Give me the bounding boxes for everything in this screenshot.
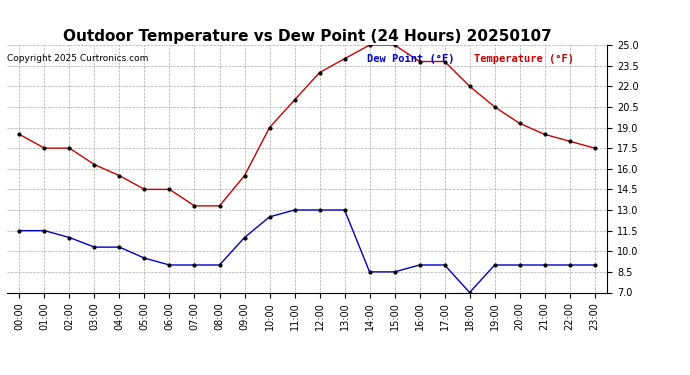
Title: Outdoor Temperature vs Dew Point (24 Hours) 20250107: Outdoor Temperature vs Dew Point (24 Hou… xyxy=(63,29,551,44)
Text: Temperature (°F): Temperature (°F) xyxy=(474,54,574,64)
Text: Dew Point (°F): Dew Point (°F) xyxy=(367,54,455,64)
Text: Copyright 2025 Curtronics.com: Copyright 2025 Curtronics.com xyxy=(7,54,148,63)
